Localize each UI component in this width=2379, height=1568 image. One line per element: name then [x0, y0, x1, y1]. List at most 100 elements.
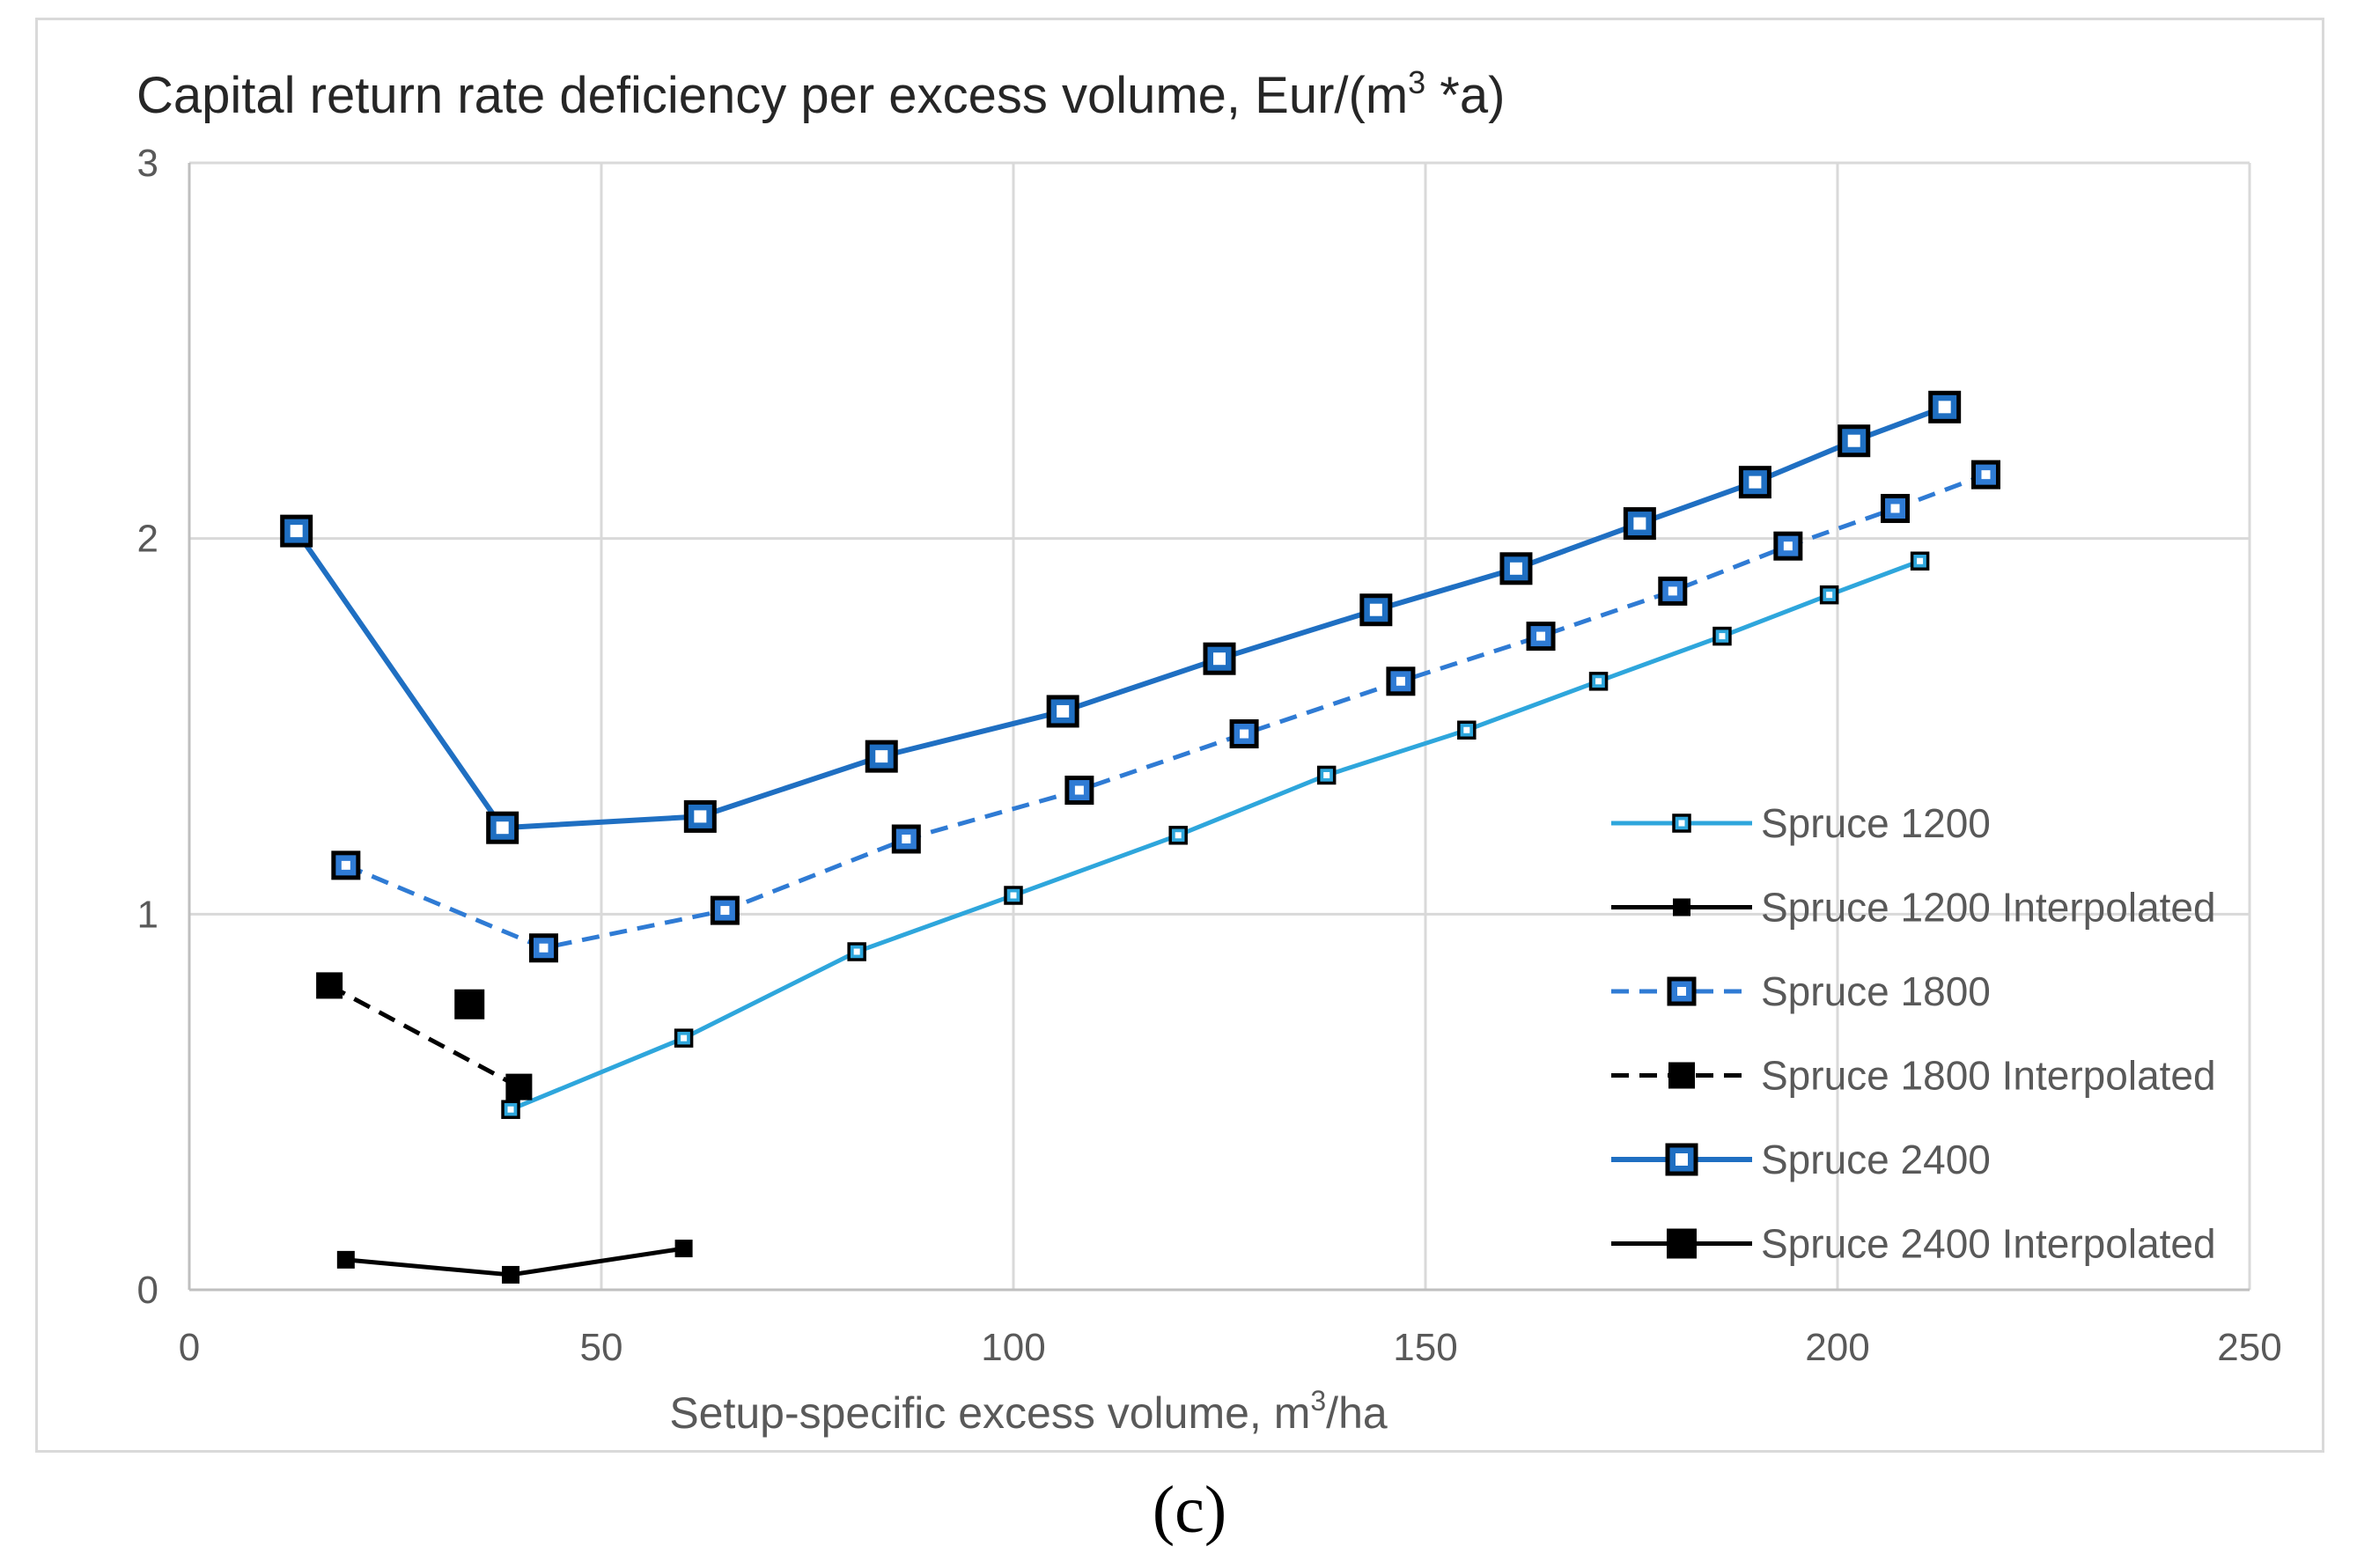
data-point [674, 1240, 693, 1258]
series-line [328, 983, 520, 1089]
marker-center [681, 1034, 688, 1042]
series-spruce-2400 [280, 390, 1962, 844]
x-tick-label: 250 [2217, 1326, 2281, 1369]
legend-item: Spruce 1200 [1611, 800, 1991, 846]
chart-frame [35, 18, 2324, 1453]
marker-center [1240, 729, 1249, 739]
legend-label: Spruce 1200 Interpolated [1761, 885, 2216, 931]
data-point [1386, 666, 1416, 696]
marker-center [1057, 704, 1070, 718]
marker-center [1981, 470, 1991, 480]
data-point [331, 850, 361, 880]
marker-center [1826, 592, 1833, 599]
marker-center [1536, 631, 1546, 641]
marker-center [507, 1106, 514, 1113]
marker-border [865, 740, 898, 773]
data-point [1928, 390, 1962, 423]
marker-border [486, 811, 519, 844]
marker-center [1917, 557, 1924, 564]
marker-border [1738, 466, 1771, 499]
legend-swatch-marker [1668, 1062, 1695, 1089]
data-point [1004, 886, 1023, 905]
legend-item: Spruce 1800 [1611, 968, 1991, 1014]
legend-swatch-marker [1667, 1228, 1697, 1259]
data-point [501, 1100, 520, 1119]
marker-center [539, 943, 549, 953]
series-spruce-1800 [331, 460, 2000, 963]
marker-center [1175, 832, 1182, 839]
data-point [683, 799, 717, 833]
data-point [502, 1265, 520, 1284]
marker-center [1847, 434, 1860, 447]
series-line [344, 472, 1987, 951]
series-layer [280, 390, 2000, 1284]
series-spruce-2400-interpolated [454, 989, 485, 1020]
x-tick-label: 50 [580, 1326, 623, 1369]
data-point [1588, 672, 1609, 691]
data-point [1499, 552, 1533, 585]
data-point [891, 824, 921, 854]
marker-center [1010, 892, 1017, 899]
data-point [1773, 531, 1803, 561]
marker-center [875, 750, 888, 763]
marker-center [1677, 987, 1686, 996]
data-point [1658, 576, 1688, 606]
data-point [316, 972, 343, 999]
x-axis-title: Setup-specific excess volume, m3/ha [669, 1385, 1388, 1438]
marker-border [1667, 976, 1697, 1006]
panel-label: (c) [1153, 1473, 1226, 1547]
marker-border [1881, 494, 1911, 524]
y-tick-label: 2 [137, 518, 158, 561]
marker-center [1463, 726, 1470, 733]
marker-center [1074, 785, 1084, 795]
data-point [1526, 622, 1556, 651]
data-point [1738, 466, 1771, 499]
data-point [505, 1073, 533, 1101]
marker-center [1323, 771, 1330, 778]
legend-label: Spruce 2400 Interpolated [1761, 1221, 2216, 1267]
series-spruce-1200 [501, 551, 1930, 1119]
legend-item: Spruce 1200 Interpolated [1611, 885, 2216, 931]
data-point [1168, 825, 1188, 845]
marker-border [1623, 507, 1656, 541]
marker-border [528, 933, 558, 963]
marker-center [1396, 676, 1405, 686]
data-point [674, 1028, 694, 1048]
data-point [1457, 720, 1477, 740]
marker-center [1509, 562, 1522, 575]
marker-center [902, 835, 911, 843]
x-tick-label: 200 [1805, 1326, 1869, 1369]
data-point [1970, 460, 2000, 490]
legend-label: Spruce 2400 [1761, 1137, 1991, 1182]
marker-center [720, 906, 730, 916]
legend-swatch-marker [1673, 898, 1690, 917]
data-point [280, 514, 313, 548]
data-point [1881, 494, 1911, 524]
legend-item: Spruce 2400 [1611, 1137, 1991, 1182]
data-point [454, 989, 485, 1020]
marker-center [1369, 603, 1382, 616]
marker-center [694, 810, 707, 823]
legend-swatch-marker [1665, 1143, 1698, 1176]
series-line [294, 404, 1946, 831]
series-spruce-1800-interpolated [316, 972, 533, 1101]
axes: 0 1 2 3 0 50 100 150 200 250 [137, 142, 2282, 1369]
marker-border [1359, 593, 1393, 627]
marker-center [1678, 820, 1685, 827]
data-point [1046, 695, 1079, 728]
data-point [1316, 765, 1337, 785]
marker-center [1213, 652, 1226, 666]
legend-item: Spruce 2400 Interpolated [1611, 1221, 2216, 1267]
marker-center [1595, 678, 1602, 685]
marker-center [290, 525, 303, 538]
data-point [847, 942, 866, 961]
y-tick-label: 0 [137, 1269, 158, 1312]
marker-center [1719, 633, 1726, 640]
marker-center [1633, 517, 1646, 530]
y-tick-label: 3 [137, 142, 158, 185]
data-point [528, 933, 558, 963]
chart-title: Capital return rate deficiency per exces… [136, 64, 1505, 124]
series-spruce-1200-interpolated [336, 1240, 693, 1284]
data-point [1623, 507, 1656, 541]
